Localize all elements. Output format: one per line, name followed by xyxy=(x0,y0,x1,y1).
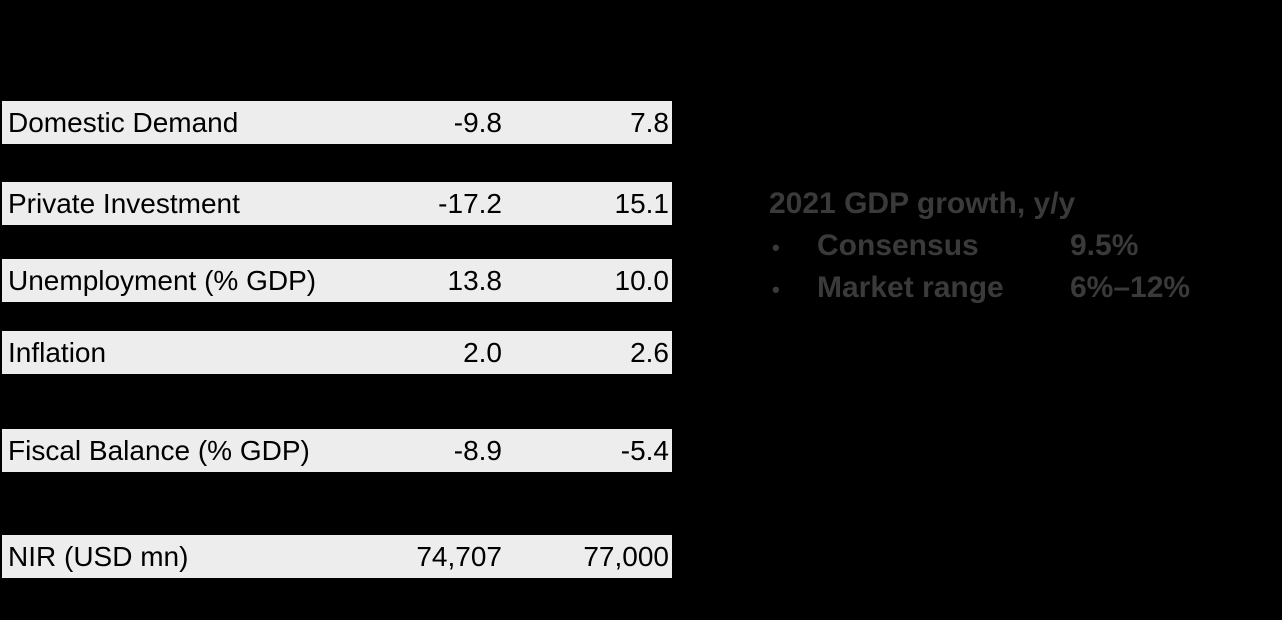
row-value-col1: -8.9 xyxy=(453,434,502,466)
table-row: NIR (USD mn) 74,707 77,000 xyxy=(2,535,672,578)
bullet-icon: • xyxy=(772,277,780,302)
row-label: NIR (USD mn) xyxy=(8,540,189,572)
row-value-col2: -5.4 xyxy=(620,434,669,466)
table-row: Inflation 2.0 2.6 xyxy=(2,331,672,374)
row-value-col1: 2.0 xyxy=(463,336,502,368)
list-item: • Consensus 9.5% xyxy=(769,226,1239,268)
note-item-value: 6%–12% xyxy=(1070,271,1191,304)
row-label: Private Investment xyxy=(8,187,240,219)
row-value-col2: 7.8 xyxy=(630,106,669,138)
note-item-label: Consensus xyxy=(817,229,979,262)
table-row: Private Investment -17.2 15.1 xyxy=(2,182,672,225)
row-label: Unemployment (% GDP) xyxy=(8,264,317,296)
note-bullet-list: • Consensus 9.5% • Market range 6%–12% xyxy=(769,226,1239,310)
table-row: Fiscal Balance (% GDP) -8.9 -5.4 xyxy=(2,429,672,472)
row-label: Domestic Demand xyxy=(8,106,239,138)
list-item: • Market range 6%–12% xyxy=(769,268,1239,310)
table-row: Domestic Demand -9.8 7.8 xyxy=(2,101,672,144)
row-label: Fiscal Balance (% GDP) xyxy=(8,434,310,466)
row-value-col1: -9.8 xyxy=(453,106,502,138)
row-value-col1: 13.8 xyxy=(447,264,503,296)
row-value-col1: 74,707 xyxy=(416,540,502,572)
note-title: 2021 GDP growth, y/y xyxy=(769,187,1076,220)
bullet-icon: • xyxy=(772,235,780,260)
note-item-label: Market range xyxy=(817,271,1004,304)
row-label: Inflation xyxy=(8,336,107,368)
row-value-col2: 10.0 xyxy=(614,264,670,296)
row-value-col2: 77,000 xyxy=(583,540,669,572)
gdp-growth-note: 2021 GDP growth, y/y • Consensus 9.5% • … xyxy=(769,186,1239,310)
table-row: Unemployment (% GDP) 13.8 10.0 xyxy=(2,259,672,302)
note-item-value: 9.5% xyxy=(1070,229,1139,262)
row-value-col1: -17.2 xyxy=(438,187,502,219)
row-value-col2: 2.6 xyxy=(630,336,669,368)
row-value-col2: 15.1 xyxy=(614,187,670,219)
